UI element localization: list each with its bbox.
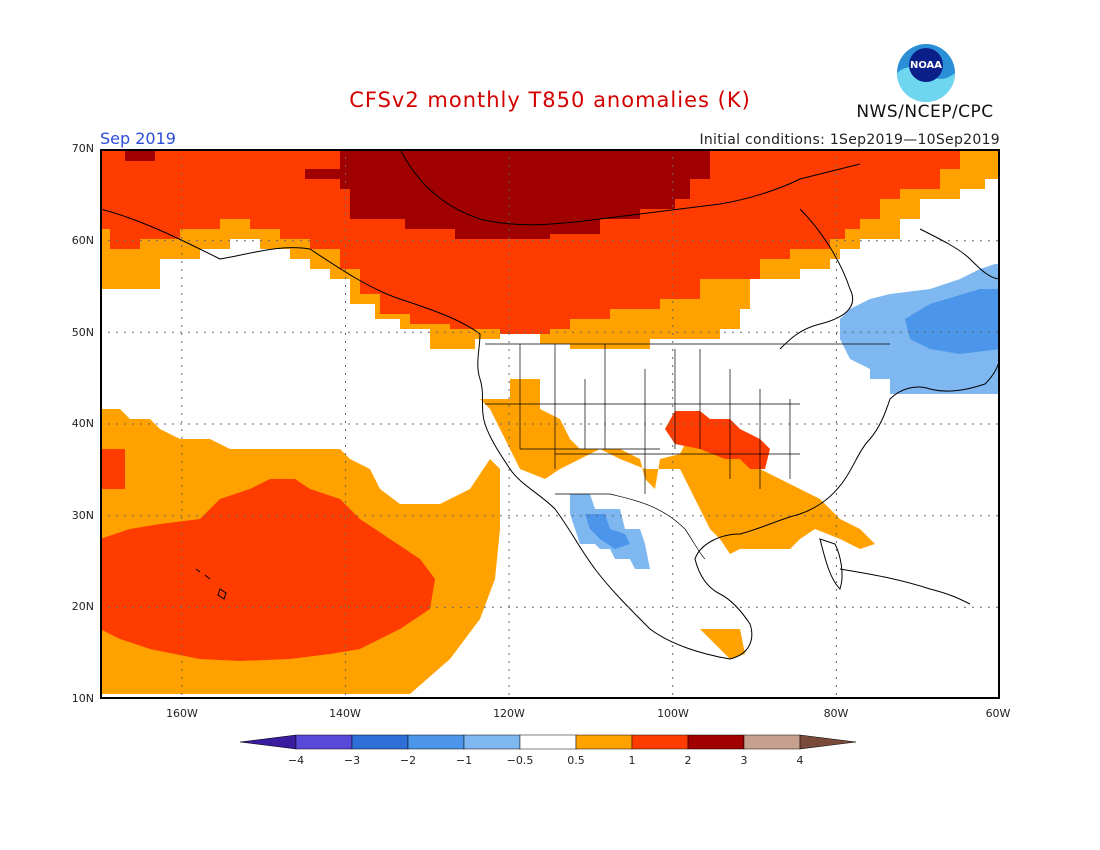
colorbar: −4 −3 −2 −1 −0.5 0.5 1 2 3 4 [239,734,857,767]
colorbar-box-7 [631,734,689,750]
lat-label-30n: 30N [71,509,94,522]
colorbar-box-6 [575,734,633,750]
lat-label-40n: 40N [71,417,94,430]
forecast-month: Sep 2019 [100,129,176,148]
colorbar-label: 1 [629,754,636,767]
colorbar-box-8 [687,734,745,750]
map-frame [100,149,1000,699]
lat-label-20n: 20N [71,600,94,613]
lat-label-10n: 10N [71,692,94,705]
lon-label-100w: 100W [657,707,689,720]
colorbar-arrow-low [239,734,297,750]
agency-label: NWS/NCEP/CPC [856,102,994,122]
colorbar-label: −0.5 [507,754,534,767]
lat-label-60n: 60N [71,234,94,247]
anomaly-positive-2-3 [125,149,710,239]
anomaly-map [100,149,1000,699]
political-borders [485,343,890,560]
chart-title: CFSv2 monthly T850 anomalies (K) [349,88,751,112]
colorbar-box-3 [407,734,465,750]
logo-text: NOAA [910,60,942,71]
colorbar-label: 2 [685,754,692,767]
anomaly-negative-1-2 [585,289,1000,549]
anomaly-positive-1-2 [100,149,960,661]
colorbar-label: 3 [741,754,748,767]
colorbar-box-5 [519,734,577,750]
colorbar-label: −2 [400,754,416,767]
lat-label-50n: 50N [71,326,94,339]
colorbar-label: −3 [344,754,360,767]
lat-label-70n: 70N [71,142,94,155]
colorbar-box-4 [463,734,521,750]
initial-conditions: Initial conditions: 1Sep2019—10Sep2019 [699,132,1000,148]
colorbar-label: −1 [456,754,472,767]
colorbar-box-1 [295,734,353,750]
lon-label-60w: 60W [985,707,1011,720]
lon-label-160w: 160W [166,707,198,720]
colorbar-box-9 [743,734,801,750]
lon-label-140w: 140W [329,707,361,720]
coastlines [100,149,1000,660]
noaa-logo: NOAA [897,44,955,102]
lon-label-120w: 120W [493,707,525,720]
colorbar-arrow-high [799,734,857,750]
lon-label-80w: 80W [823,707,849,720]
colorbar-label: −4 [288,754,304,767]
graticule [100,149,1000,699]
colorbar-box-2 [351,734,409,750]
colorbar-label: 0.5 [567,754,585,767]
colorbar-label: 4 [797,754,804,767]
